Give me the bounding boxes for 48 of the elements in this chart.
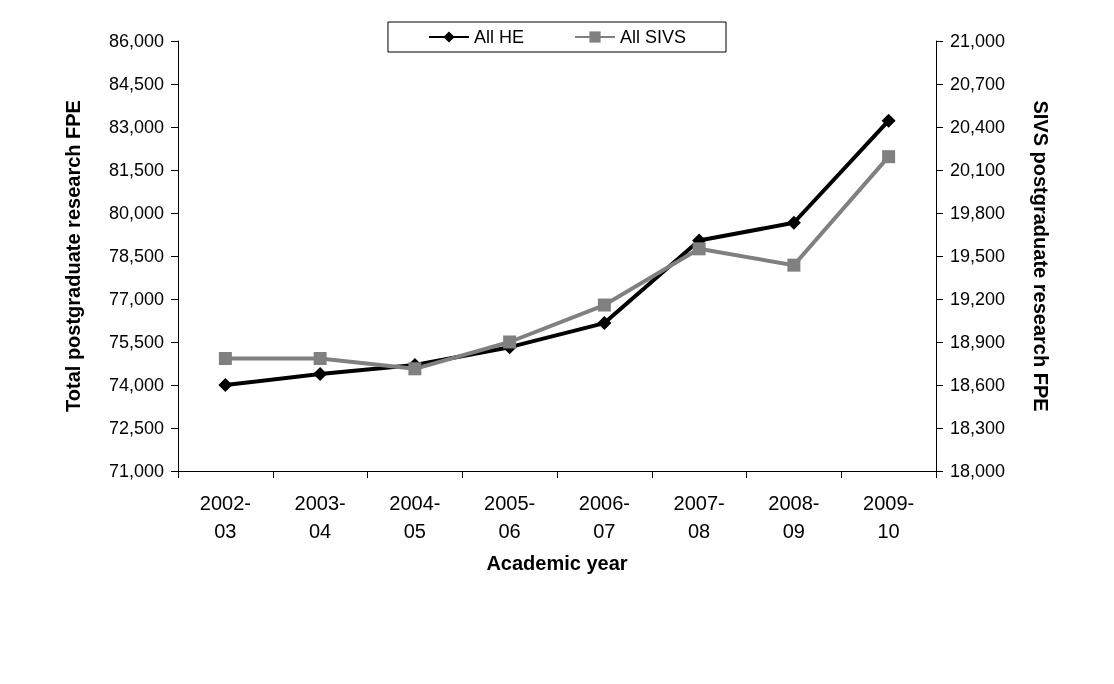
- y2-tick-label: 19,500: [950, 246, 1006, 266]
- y2-tick-label: 18,300: [950, 418, 1006, 438]
- point: [313, 367, 328, 382]
- point: [787, 258, 801, 272]
- y-tick-label: 77,000: [108, 289, 164, 309]
- x-tick-label: 2003-04: [294, 492, 346, 542]
- point: [597, 316, 612, 331]
- point: [786, 215, 801, 230]
- x-tick-label: 2006-07: [578, 492, 630, 542]
- y-tick-label: 72,500: [108, 418, 164, 438]
- y-tick-label: 74,000: [108, 375, 164, 395]
- y-tick-label: 83,000: [108, 117, 164, 137]
- y-tick-label: 80,000: [108, 203, 164, 223]
- legend-label: All HE: [473, 27, 524, 47]
- point: [692, 242, 706, 256]
- x-axis-title: Academic year: [486, 552, 628, 574]
- point: [313, 351, 327, 365]
- y2-tick-label: 18,600: [950, 375, 1006, 395]
- y2-tick-label: 19,200: [950, 289, 1006, 309]
- y2-tick-label: 20,100: [950, 160, 1006, 180]
- point: [503, 335, 517, 349]
- x-tick-label: 2007-08: [673, 492, 725, 542]
- x-tick-label: 2008-09: [768, 492, 820, 542]
- y2-tick-label: 19,800: [950, 203, 1006, 223]
- x-tick-label: 2005-06: [484, 492, 536, 542]
- x-tick-label: 2004-05: [389, 492, 441, 542]
- y2-tick-label: 21,000: [950, 31, 1006, 51]
- point: [218, 351, 232, 365]
- point: [881, 113, 896, 128]
- y-axis-title: Total postgraduate research FPE: [62, 100, 84, 412]
- y2-tick-label: 18,000: [950, 461, 1006, 481]
- point: [408, 362, 422, 376]
- y2-tick-label: 18,900: [950, 332, 1006, 352]
- y2-tick-label: 20,700: [950, 74, 1006, 94]
- x-tick-label: 2009-10: [863, 492, 915, 542]
- point: [882, 150, 896, 164]
- y-tick-label: 81,500: [108, 160, 164, 180]
- x-tick-label: 2002-03: [199, 492, 251, 542]
- y2-axis-title: SIVS postgraduate research FPE: [1030, 100, 1052, 412]
- legend-label: All SIVS: [619, 27, 687, 47]
- y-tick-label: 84,500: [108, 74, 164, 94]
- y-tick-label: 71,000: [108, 461, 164, 481]
- y-tick-label: 86,000: [108, 31, 164, 51]
- y2-tick-label: 20,400: [950, 117, 1006, 137]
- point: [597, 298, 611, 312]
- point: [218, 378, 233, 392]
- y-tick-label: 78,500: [108, 246, 164, 266]
- y-tick-label: 75,500: [108, 332, 164, 352]
